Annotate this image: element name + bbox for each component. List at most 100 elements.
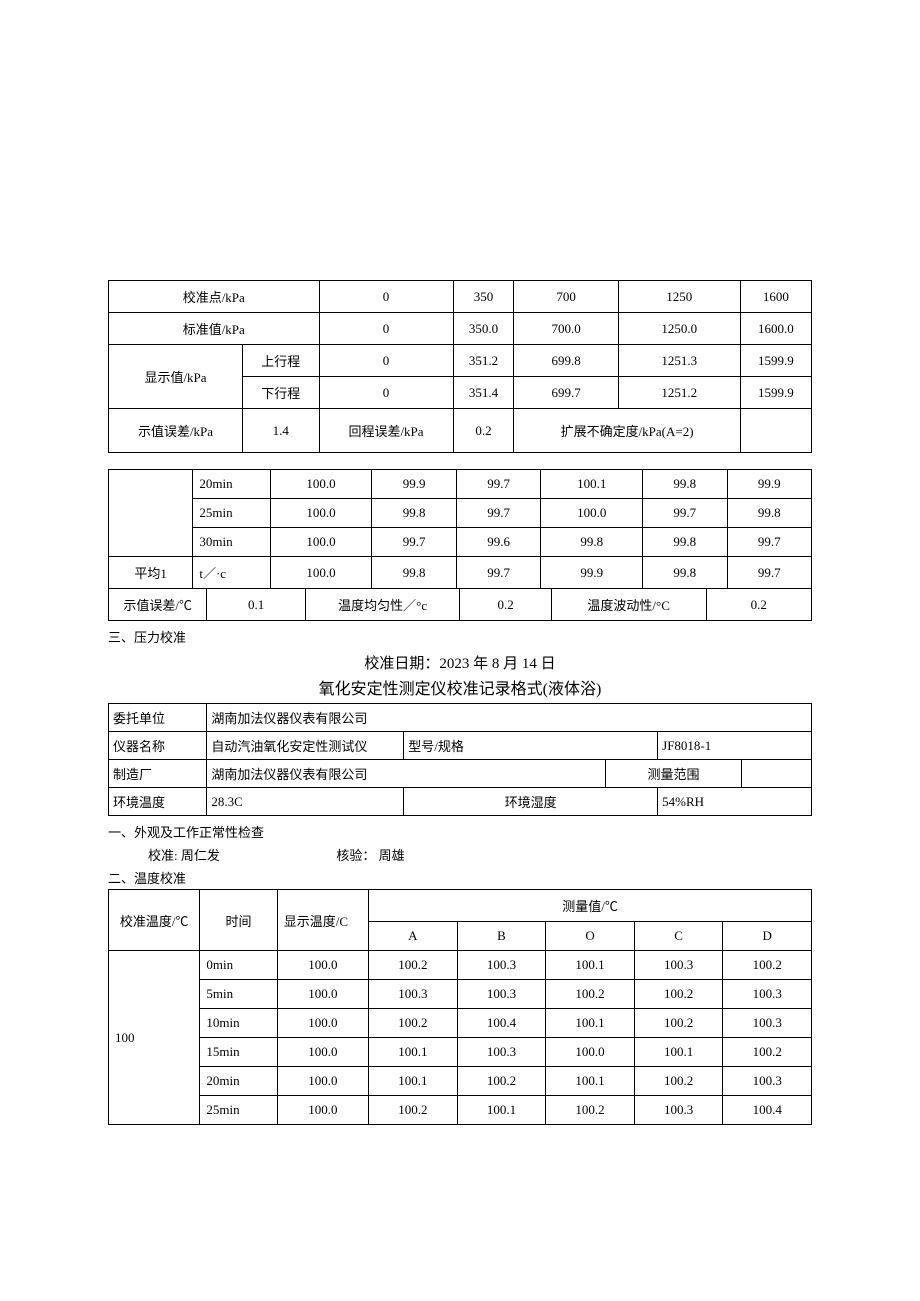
cell: 100.3 bbox=[723, 1009, 812, 1038]
cell: 100.1 bbox=[369, 1067, 458, 1096]
cell: 100 bbox=[109, 951, 200, 1125]
cell: 100.3 bbox=[634, 1096, 723, 1125]
cell: 100.0 bbox=[546, 1038, 635, 1067]
cell: 0.1 bbox=[207, 589, 305, 621]
cell: 100.0 bbox=[277, 980, 368, 1009]
col-a: A bbox=[369, 922, 458, 951]
col-c: C bbox=[634, 922, 723, 951]
label-range: 测量范围 bbox=[606, 760, 741, 788]
cell: 100.1 bbox=[546, 951, 635, 980]
cell: 350 bbox=[453, 281, 514, 313]
cell: 99.7 bbox=[456, 499, 540, 528]
cell: 0.2 bbox=[460, 589, 551, 621]
cell: 99.7 bbox=[456, 470, 540, 499]
table-row: 25min 100.0 100.2 100.1 100.2 100.3 100.… bbox=[109, 1096, 812, 1125]
cell: 700 bbox=[514, 281, 618, 313]
cell: 20min bbox=[193, 470, 270, 499]
label-ind-err: 示值误差/kPa bbox=[109, 409, 243, 453]
label-cal-temp: 校准温度/℃ bbox=[109, 890, 200, 951]
pressure-table: 校准点/kPa 0 350 700 1250 1600 标准值/kPa 0 35… bbox=[108, 280, 812, 453]
cell: 699.7 bbox=[514, 377, 618, 409]
cell: 湖南加法仪器仪表有限公司 bbox=[207, 704, 812, 732]
cell: 0min bbox=[200, 951, 277, 980]
label-env-temp: 环境温度 bbox=[109, 788, 207, 816]
cell: 99.9 bbox=[372, 470, 456, 499]
table-row: 校准温度/℃ 时间 显示温度/C 测量值/℃ bbox=[109, 890, 812, 922]
label-env-hum: 环境湿度 bbox=[404, 788, 658, 816]
cell: 25min bbox=[200, 1096, 277, 1125]
table-row: 20min 100.0 100.1 100.2 100.1 100.2 100.… bbox=[109, 1067, 812, 1096]
cell: 5min bbox=[200, 980, 277, 1009]
cell: 100.3 bbox=[723, 1067, 812, 1096]
cell: 100.2 bbox=[634, 980, 723, 1009]
label-uniform: 温度均匀性／°c bbox=[305, 589, 460, 621]
table-row: 5min 100.0 100.3 100.3 100.2 100.2 100.3 bbox=[109, 980, 812, 1009]
cell: 99.7 bbox=[456, 557, 540, 589]
cell: 350.0 bbox=[453, 313, 514, 345]
main-title: 氧化安定性测定仪校准记录格式(液体浴) bbox=[108, 675, 812, 699]
cell: 99.8 bbox=[541, 528, 643, 557]
section3-label: 三、压力校准 bbox=[108, 627, 812, 646]
table-row: 显示值/kPa 上行程 0 351.2 699.8 1251.3 1599.9 bbox=[109, 345, 812, 377]
cell: 1.4 bbox=[243, 409, 319, 453]
label-std-val: 标准值/kPa bbox=[109, 313, 320, 345]
temp-cal-table: 校准温度/℃ 时间 显示温度/C 测量值/℃ A B O C D 100 0mi… bbox=[108, 889, 812, 1125]
cell: 100.1 bbox=[541, 470, 643, 499]
sig-cal-label: 校准: bbox=[148, 848, 178, 863]
cell: 100.2 bbox=[723, 1038, 812, 1067]
cell: 100.1 bbox=[546, 1009, 635, 1038]
col-o: O bbox=[546, 922, 635, 951]
table-row: 10min 100.0 100.2 100.4 100.1 100.2 100.… bbox=[109, 1009, 812, 1038]
cell: JF8018-1 bbox=[658, 732, 812, 760]
cell: 100.4 bbox=[723, 1096, 812, 1125]
cell: 1600.0 bbox=[740, 313, 811, 345]
table-row: 30min 100.0 99.7 99.6 99.8 99.8 99.7 bbox=[109, 528, 812, 557]
table-row: 标准值/kPa 0 350.0 700.0 1250.0 1600.0 bbox=[109, 313, 812, 345]
cell: 699.8 bbox=[514, 345, 618, 377]
cell: 99.7 bbox=[727, 557, 811, 589]
cell: 100.1 bbox=[546, 1067, 635, 1096]
cell: 10min bbox=[200, 1009, 277, 1038]
cell: 0.2 bbox=[706, 589, 812, 621]
signatures: 校准: 周仁发 核验： 周雄 bbox=[148, 845, 812, 864]
cell: 100.2 bbox=[723, 951, 812, 980]
cell: 100.0 bbox=[277, 1096, 368, 1125]
temp-upper-table: 20min 100.0 99.9 99.7 100.1 99.8 99.9 25… bbox=[108, 469, 812, 589]
cell: 15min bbox=[200, 1038, 277, 1067]
cell bbox=[740, 409, 811, 453]
cell: 100.1 bbox=[457, 1096, 546, 1125]
cell: 99.9 bbox=[541, 557, 643, 589]
section2-label: 二、温度校准 bbox=[108, 868, 812, 887]
label-client: 委托单位 bbox=[109, 704, 207, 732]
cell: 100.2 bbox=[634, 1009, 723, 1038]
label-return-err: 回程误差/kPa bbox=[319, 409, 453, 453]
table-row: 25min 100.0 99.8 99.7 100.0 99.7 99.8 bbox=[109, 499, 812, 528]
table-row: 校准点/kPa 0 350 700 1250 1600 bbox=[109, 281, 812, 313]
cell: 99.8 bbox=[643, 470, 727, 499]
cell: 20min bbox=[200, 1067, 277, 1096]
cell: 100.0 bbox=[541, 499, 643, 528]
section1-label: 一、外观及工作正常性检查 bbox=[108, 822, 812, 841]
label-up: 上行程 bbox=[243, 345, 319, 377]
table-row: 委托单位 湖南加法仪器仪表有限公司 bbox=[109, 704, 812, 732]
cell: 100.3 bbox=[457, 980, 546, 1009]
cell: 100.0 bbox=[270, 557, 372, 589]
cell: 99.9 bbox=[727, 470, 811, 499]
cell: 30min bbox=[193, 528, 270, 557]
cell: 100.0 bbox=[270, 528, 372, 557]
cell: 100.2 bbox=[634, 1067, 723, 1096]
cell: t／·c bbox=[193, 557, 270, 589]
cell: 100.3 bbox=[723, 980, 812, 1009]
label-instr: 仪器名称 bbox=[109, 732, 207, 760]
cell: 100.2 bbox=[369, 1096, 458, 1125]
cell: 0.2 bbox=[453, 409, 514, 453]
sig-chk: 周雄 bbox=[379, 848, 405, 863]
label-fluct: 温度波动性/°C bbox=[551, 589, 706, 621]
cell: 100.0 bbox=[277, 951, 368, 980]
table-row: 仪器名称 自动汽油氧化安定性测试仪 型号/规格 JF8018-1 bbox=[109, 732, 812, 760]
cell bbox=[741, 760, 811, 788]
cell: 99.8 bbox=[643, 528, 727, 557]
label-exp-unc: 扩展不确定度/kPa(A=2) bbox=[514, 409, 740, 453]
cell: 1251.3 bbox=[618, 345, 740, 377]
cell: 99.8 bbox=[372, 499, 456, 528]
